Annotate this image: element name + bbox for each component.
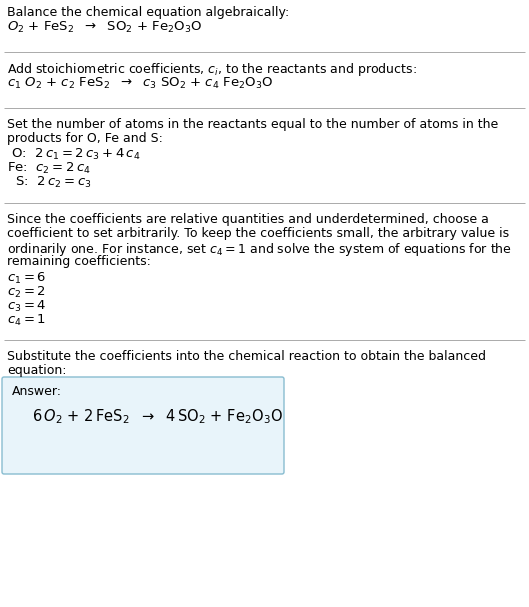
Text: Since the coefficients are relative quantities and underdetermined, choose a: Since the coefficients are relative quan…: [7, 213, 489, 226]
Text: $c_2 = 2$: $c_2 = 2$: [7, 285, 46, 300]
Text: Set the number of atoms in the reactants equal to the number of atoms in the: Set the number of atoms in the reactants…: [7, 118, 498, 131]
Text: $c_1$ $O_2$ + $c_2$ $\mathrm{FeS}_2$  $\rightarrow$  $c_3$ $\mathrm{SO}_2$ + $c_: $c_1$ $O_2$ + $c_2$ $\mathrm{FeS}_2$ $\r…: [7, 76, 273, 91]
Text: equation:: equation:: [7, 364, 67, 377]
FancyBboxPatch shape: [2, 377, 284, 474]
Text: remaining coefficients:: remaining coefficients:: [7, 255, 151, 268]
Text: O:  $2\,c_1 = 2\,c_3 + 4\,c_4$: O: $2\,c_1 = 2\,c_3 + 4\,c_4$: [7, 147, 141, 162]
Text: $O_2$ + $\mathrm{FeS}_2$  $\rightarrow$  $\mathrm{SO}_2$ + $\mathrm{Fe}_2\mathrm: $O_2$ + $\mathrm{FeS}_2$ $\rightarrow$ $…: [7, 20, 202, 35]
Text: Fe:  $c_2 = 2\,c_4$: Fe: $c_2 = 2\,c_4$: [7, 161, 90, 176]
Text: Answer:: Answer:: [12, 385, 62, 398]
Text: products for O, Fe and S:: products for O, Fe and S:: [7, 132, 163, 145]
Text: $c_1 = 6$: $c_1 = 6$: [7, 271, 47, 286]
Text: $c_4 = 1$: $c_4 = 1$: [7, 313, 46, 328]
Text: ordinarily one. For instance, set $c_4 = 1$ and solve the system of equations fo: ordinarily one. For instance, set $c_4 =…: [7, 241, 512, 258]
Text: $6\,O_2$ + $2\,\mathrm{FeS}_2$  $\rightarrow$  $4\,\mathrm{SO}_2$ + $\mathrm{Fe}: $6\,O_2$ + $2\,\mathrm{FeS}_2$ $\rightar…: [32, 407, 283, 426]
Text: Substitute the coefficients into the chemical reaction to obtain the balanced: Substitute the coefficients into the che…: [7, 350, 486, 363]
Text: coefficient to set arbitrarily. To keep the coefficients small, the arbitrary va: coefficient to set arbitrarily. To keep …: [7, 227, 509, 240]
Text: Balance the chemical equation algebraically:: Balance the chemical equation algebraica…: [7, 6, 289, 19]
Text: $c_3 = 4$: $c_3 = 4$: [7, 299, 47, 314]
Text: Add stoichiometric coefficients, $c_i$, to the reactants and products:: Add stoichiometric coefficients, $c_i$, …: [7, 61, 417, 78]
Text: S:  $2\,c_2 = c_3$: S: $2\,c_2 = c_3$: [7, 175, 92, 190]
